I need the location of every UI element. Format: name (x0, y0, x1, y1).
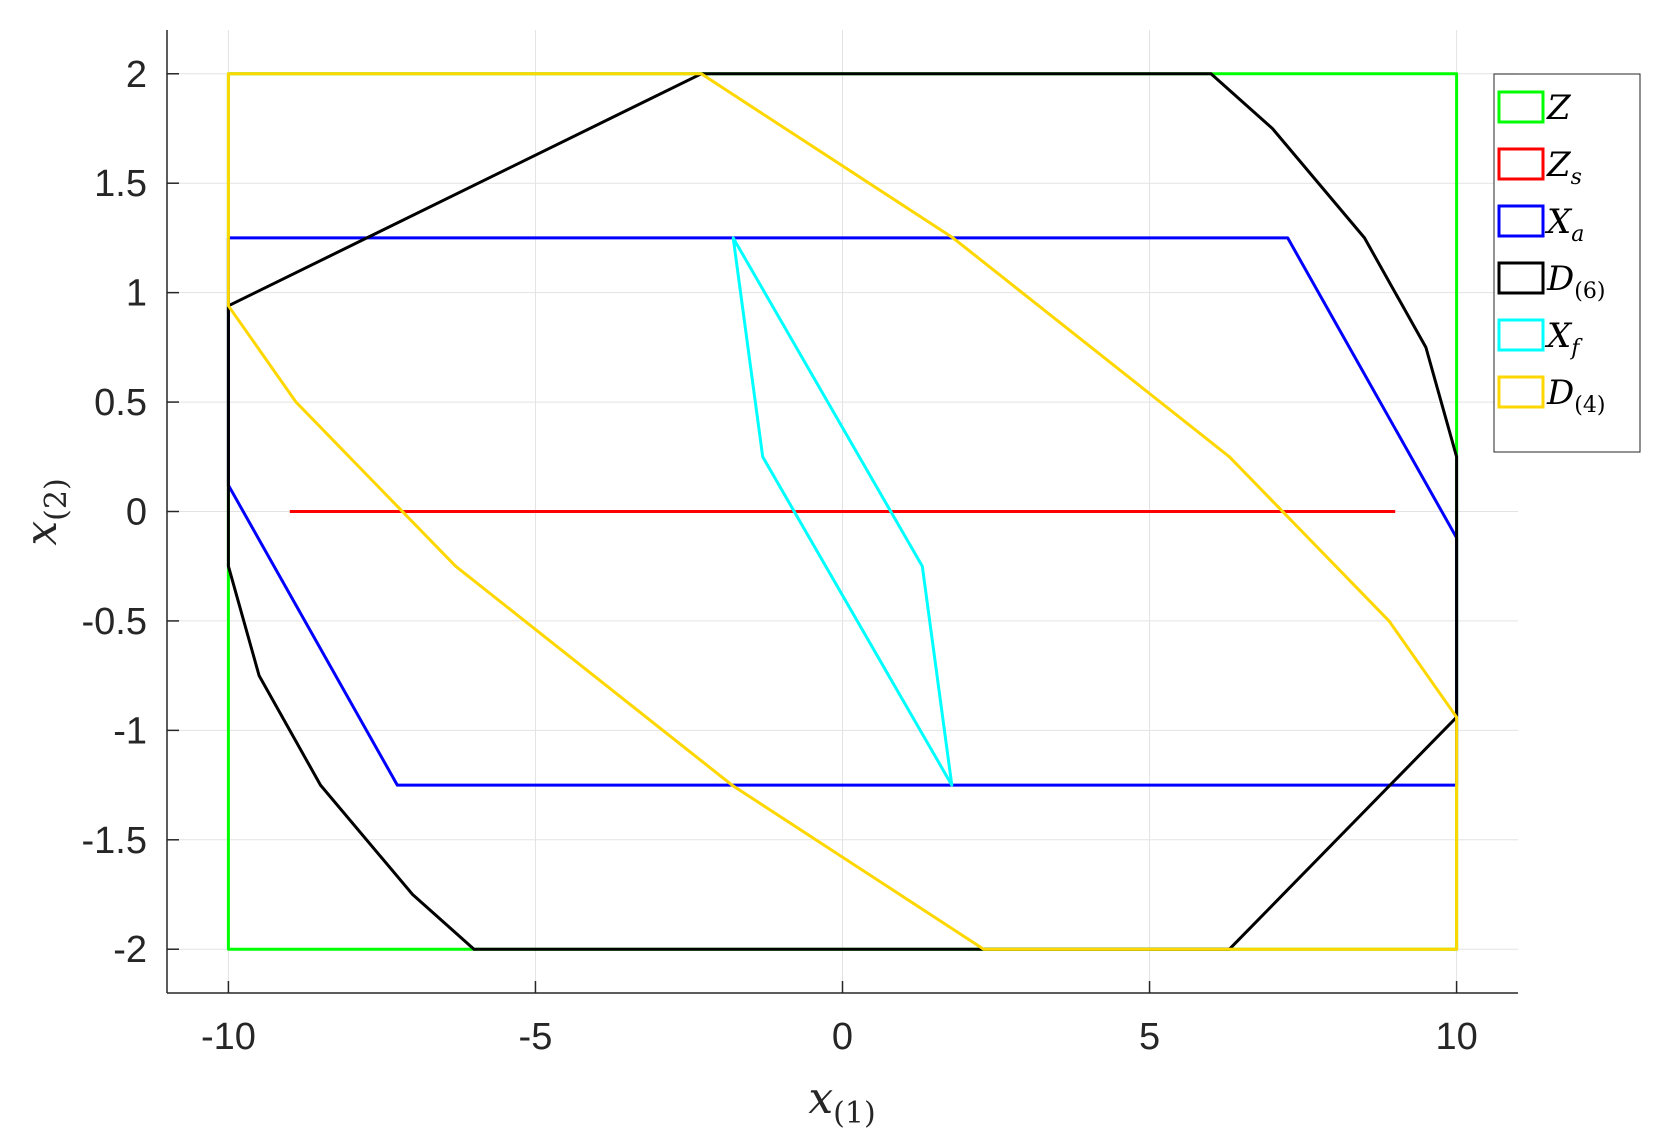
y-axis-title-main: x (16, 521, 67, 546)
y-tick-label-1: -1.5 (82, 820, 147, 862)
x-axis-title-main: x (808, 1073, 833, 1124)
y-tick-label-4: 0 (126, 492, 147, 534)
y-tick-label-5: 0.5 (94, 382, 147, 424)
y-tick-label-3: -0.5 (82, 601, 147, 643)
x-axis-title-sub: (1) (833, 1096, 876, 1131)
series-x-f-line (731, 236, 954, 787)
legend-swatch-d-4- (1497, 375, 1545, 409)
x-tick-labels: -10 -5 0 5 10 (201, 1016, 1478, 1058)
legend-label-z-s: Zs (1546, 145, 1582, 190)
y-tick-label-8: 2 (126, 54, 147, 96)
legend-label-z: Z (1546, 88, 1572, 128)
x-tick-label-2: 0 (832, 1016, 853, 1058)
y-tick-label-2: -1 (113, 710, 147, 752)
x-tick-label-1: -5 (519, 1016, 553, 1058)
legend-swatch-x-a (1497, 204, 1545, 238)
axes (166, 30, 1518, 994)
y-tick-labels: -2 -1.5 -1 -0.5 0 0.5 1 1.5 2 (82, 54, 147, 971)
y-tick-label-0: -2 (113, 929, 147, 971)
legend-swatch-z-s (1497, 147, 1545, 181)
x-tick-label-4: 10 (1435, 1016, 1477, 1058)
series-d-4--line (226, 72, 1459, 951)
legend-label-d-4-: D(4) (1546, 373, 1605, 418)
y-axis-title-sub: (2) (39, 478, 74, 521)
y-tick-label-7: 1.5 (94, 163, 147, 205)
legend-label-d-6-: D(6) (1546, 259, 1605, 304)
y-axis-title: x(2) (16, 478, 74, 545)
legend-swatch-x-f (1497, 318, 1545, 352)
legend-label-x-a: Xa (1544, 202, 1584, 247)
legend-swatch-z (1497, 90, 1545, 124)
x-tick-label-0: -10 (201, 1016, 256, 1058)
x-axis-title: x(1) (808, 1073, 875, 1131)
y-tick-label-6: 1 (126, 273, 147, 315)
legend-swatch-d-6- (1497, 261, 1545, 295)
x-tick-label-3: 5 (1139, 1016, 1160, 1058)
series-group (226, 72, 1459, 951)
